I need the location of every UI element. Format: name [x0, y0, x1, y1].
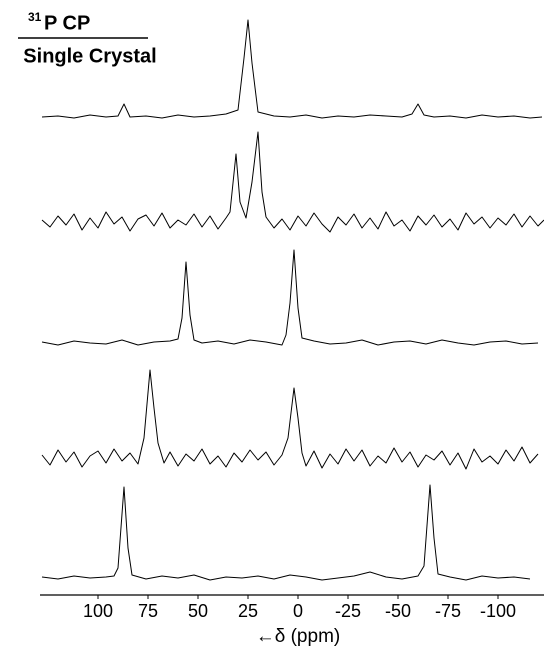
x-tick-label: 0 [293, 601, 303, 621]
x-tick-label: 100 [83, 601, 113, 621]
x-tick-label: 25 [238, 601, 258, 621]
x-tick-label: 75 [138, 601, 158, 621]
x-tick-label: -100 [480, 601, 516, 621]
x-tick-label: -75 [435, 601, 461, 621]
x-tick-label: -50 [385, 601, 411, 621]
chart-subtitle: Single Crystal [23, 45, 156, 67]
spectrum-line [41, 484, 531, 581]
x-tick-label: 50 [188, 601, 208, 621]
x-tick-label: -25 [335, 601, 361, 621]
title-block: 31 P CP Single Crystal [18, 10, 157, 67]
chart-title: P CP [44, 12, 90, 34]
x-axis-label: ←δ (ppm) [256, 626, 340, 647]
title-superscript: 31 [28, 10, 42, 24]
spectrum-line [41, 369, 539, 470]
spectrum-line [41, 249, 539, 346]
spectrum-line [41, 19, 543, 119]
spectrum-line [41, 131, 544, 233]
